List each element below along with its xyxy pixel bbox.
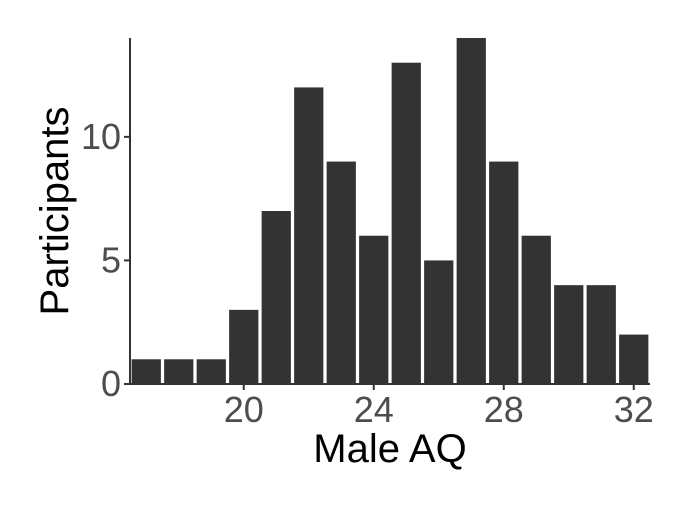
y-axis-title: Participants <box>33 107 77 316</box>
x-tick-label-28: 28 <box>484 389 524 430</box>
y-tick-label-10: 10 <box>81 116 121 157</box>
y-ticks-group: 0 5 10 <box>81 116 130 404</box>
bar-25 <box>391 62 421 384</box>
x-axis-title: Male AQ <box>313 427 466 471</box>
x-tick-label-24: 24 <box>354 389 394 430</box>
x-tick-label-20: 20 <box>224 389 264 430</box>
bar-21 <box>261 211 291 384</box>
bar-22 <box>294 87 324 384</box>
bar-24 <box>359 235 389 384</box>
bar-30 <box>554 285 584 384</box>
bar-26 <box>424 260 454 384</box>
x-tick-label-32: 32 <box>614 389 654 430</box>
bar-32 <box>619 334 649 384</box>
bar-19 <box>196 359 226 384</box>
y-tick-label-5: 5 <box>101 239 121 280</box>
bar-31 <box>586 285 616 384</box>
y-tick-label-0: 0 <box>101 363 121 404</box>
bar-18 <box>164 359 194 384</box>
bar-23 <box>326 161 356 384</box>
bars-group <box>131 38 649 384</box>
x-ticks-group: 20 24 28 32 <box>224 384 654 430</box>
bar-28 <box>489 161 519 384</box>
bar-27 <box>456 38 486 384</box>
bar-17 <box>131 359 161 384</box>
bar-29 <box>521 235 551 384</box>
bar-20 <box>229 309 259 384</box>
